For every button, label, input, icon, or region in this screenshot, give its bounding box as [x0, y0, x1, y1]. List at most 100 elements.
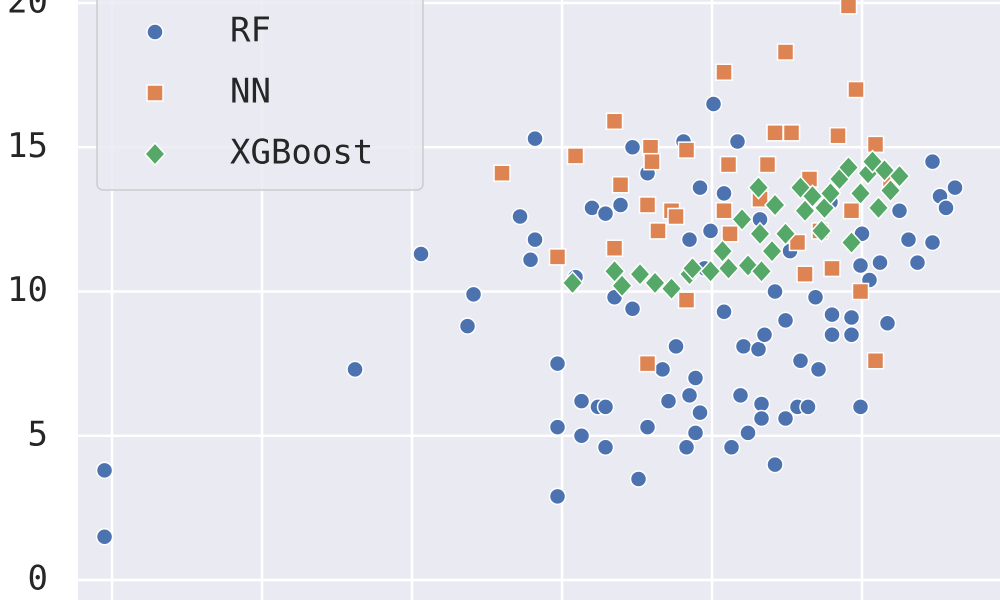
point — [638, 354, 657, 373]
legend-marker — [146, 23, 164, 41]
legend-label: NN — [230, 72, 271, 112]
y-tick-label: 15 — [7, 126, 48, 166]
point — [752, 409, 771, 428]
point — [721, 225, 739, 243]
point — [806, 288, 825, 307]
point — [776, 311, 795, 330]
point — [605, 112, 624, 131]
point — [799, 398, 817, 416]
point — [95, 461, 114, 480]
point — [623, 138, 642, 156]
point — [596, 204, 615, 223]
point — [851, 256, 870, 275]
point — [823, 259, 841, 278]
point — [521, 251, 540, 269]
point — [699, 259, 722, 284]
point — [572, 392, 591, 410]
point — [704, 95, 723, 113]
point — [734, 337, 753, 356]
point — [711, 238, 734, 264]
point — [677, 438, 696, 457]
point — [791, 351, 810, 370]
point — [680, 230, 699, 249]
point — [548, 487, 567, 506]
point — [923, 233, 942, 252]
point — [686, 369, 705, 387]
point — [677, 141, 696, 159]
legend-label: XGBoost — [230, 133, 373, 173]
point — [749, 340, 768, 358]
point — [755, 326, 774, 344]
point — [788, 233, 807, 252]
point — [829, 126, 847, 145]
y-tick-label: 5 — [28, 414, 48, 454]
point — [680, 386, 699, 405]
point — [890, 201, 909, 220]
point — [888, 163, 911, 189]
point — [866, 135, 885, 154]
point — [548, 248, 567, 266]
point — [596, 438, 615, 457]
point — [766, 124, 784, 142]
point — [566, 147, 585, 165]
point — [758, 155, 777, 174]
point — [548, 418, 567, 436]
point — [937, 199, 955, 217]
point — [776, 43, 795, 61]
point — [691, 178, 709, 197]
point — [611, 176, 630, 194]
point — [878, 314, 897, 332]
point — [946, 178, 964, 197]
point — [611, 196, 630, 214]
point — [840, 230, 863, 255]
y-tick-label: 10 — [7, 270, 48, 310]
point — [847, 80, 865, 99]
point — [823, 326, 841, 344]
y-tick-label: 20 — [7, 0, 48, 22]
point — [715, 201, 733, 220]
point — [728, 132, 747, 151]
point — [572, 427, 591, 445]
point — [641, 138, 660, 156]
point — [605, 239, 624, 257]
point — [760, 238, 784, 264]
point — [638, 418, 657, 436]
point — [667, 207, 685, 226]
legend-marker — [146, 84, 164, 102]
point — [715, 63, 733, 81]
point — [810, 218, 833, 244]
point — [548, 354, 567, 373]
point — [715, 184, 733, 203]
y-tick-label: 0 — [28, 559, 48, 599]
point — [629, 262, 652, 287]
point — [731, 207, 754, 232]
point — [849, 181, 872, 206]
point — [899, 230, 918, 249]
point — [691, 403, 709, 422]
point — [458, 317, 477, 335]
point — [819, 181, 842, 206]
point — [837, 155, 860, 180]
point — [493, 164, 511, 182]
point — [681, 256, 704, 281]
point — [801, 184, 824, 209]
point — [638, 196, 657, 214]
point — [763, 192, 787, 218]
point — [752, 395, 771, 413]
legend-label: RF — [230, 11, 271, 51]
legend: RF NN XGBoost — [96, 0, 424, 191]
point — [722, 438, 741, 457]
legend-marker — [143, 141, 167, 167]
point — [653, 360, 672, 379]
point — [701, 222, 720, 240]
point — [526, 129, 544, 148]
point — [851, 398, 870, 416]
point — [839, 0, 858, 15]
point — [842, 308, 861, 327]
point — [561, 270, 584, 295]
point — [715, 302, 733, 321]
point — [766, 455, 784, 474]
point — [842, 326, 861, 344]
ticks: 0 5 10 15 20 — [7, 0, 48, 599]
